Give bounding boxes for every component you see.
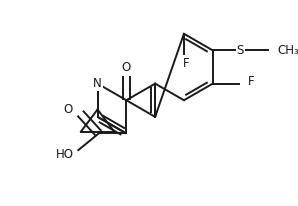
Text: F: F xyxy=(182,57,189,70)
Text: S: S xyxy=(237,44,244,57)
Text: CH₃: CH₃ xyxy=(277,44,298,57)
Text: O: O xyxy=(63,103,73,116)
Text: HO: HO xyxy=(56,148,74,161)
Text: O: O xyxy=(122,61,131,74)
Text: F: F xyxy=(248,75,254,88)
Text: N: N xyxy=(93,77,102,90)
